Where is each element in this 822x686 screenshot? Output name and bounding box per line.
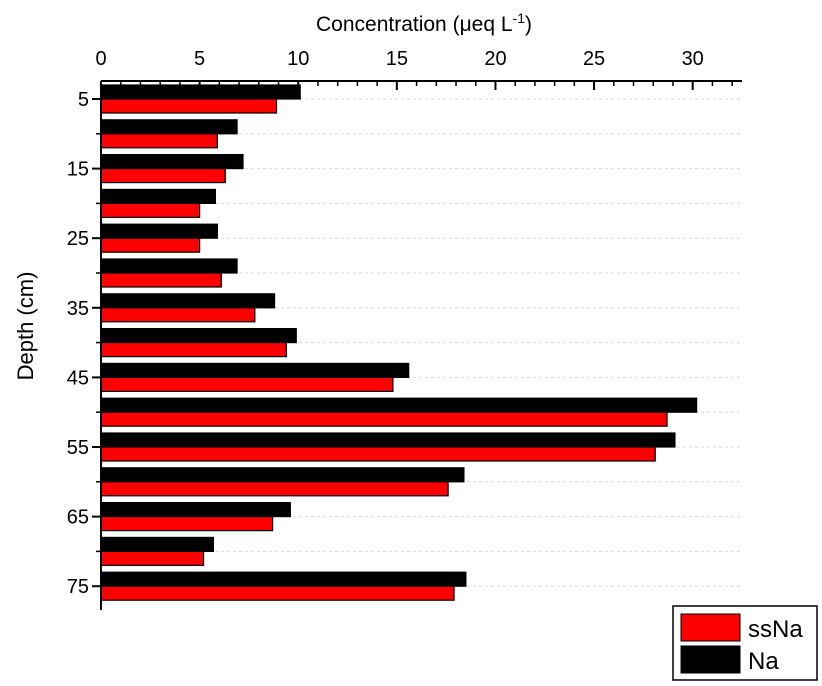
x-tick-label-0: 0 xyxy=(95,48,106,70)
legend: ssNa Na xyxy=(672,605,818,681)
bar-ssNa-20 xyxy=(100,202,201,218)
bar-ssNa-65 xyxy=(100,515,274,532)
bar-Na-45 xyxy=(100,362,410,378)
x-tick-label-5: 5 xyxy=(194,48,205,70)
bar-ssNa-5 xyxy=(100,98,278,114)
bar-ssNa-60 xyxy=(100,481,449,497)
bar-Na-50 xyxy=(100,397,698,413)
bar-Na-70 xyxy=(100,536,215,553)
y-tick-label-65: 65 xyxy=(67,507,89,529)
x-tick-label-30: 30 xyxy=(682,48,704,70)
bar-Na-15 xyxy=(100,154,244,170)
bar-ssNa-50 xyxy=(100,411,668,427)
bar-Na-75 xyxy=(100,571,467,587)
bar-Na-10 xyxy=(100,119,238,135)
x-axis-title-unit: eq L xyxy=(472,13,513,36)
bar-ssNa-25 xyxy=(100,237,201,253)
x-tick-label-15: 15 xyxy=(386,48,408,70)
bar-ssNa-75 xyxy=(100,585,455,601)
x-axis-title-text: Concentration ( xyxy=(316,13,460,36)
bar-Na-65 xyxy=(100,502,291,518)
bars xyxy=(100,84,698,601)
bar-ssNa-35 xyxy=(100,307,256,323)
legend-label-ssNa: ssNa xyxy=(748,616,803,643)
x-axis-title-mu: μ xyxy=(460,13,472,36)
bar-ssNa-40 xyxy=(100,342,287,358)
bar-Na-30 xyxy=(100,258,238,274)
bar-Na-55 xyxy=(100,432,676,448)
bar-ssNa-15 xyxy=(100,168,226,184)
legend-label-Na: Na xyxy=(748,648,779,675)
x-tick-label-25: 25 xyxy=(583,48,605,70)
y-axis-title: Depth (cm) xyxy=(13,272,38,381)
bar-ssNa-45 xyxy=(100,376,394,392)
y-tick-label-45: 45 xyxy=(67,367,89,389)
bar-ssNa-30 xyxy=(100,272,222,288)
x-tick-label-20: 20 xyxy=(484,48,506,70)
x-axis-title-end: ) xyxy=(525,13,532,36)
bar-Na-25 xyxy=(100,223,218,239)
x-tick-label-10: 10 xyxy=(287,48,309,70)
bar-Na-60 xyxy=(100,467,465,483)
bar-Na-40 xyxy=(100,328,297,344)
y-tick-label-25: 25 xyxy=(67,228,89,250)
y-tick-label-5: 5 xyxy=(78,89,89,111)
bar-Na-35 xyxy=(100,293,276,309)
x-axis-title: Concentration (μeq L-1) xyxy=(316,10,532,36)
legend-swatch-Na xyxy=(680,645,741,674)
bar-ssNa-10 xyxy=(100,133,218,149)
legend-swatch-ssNa xyxy=(680,613,741,642)
y-tick-label-55: 55 xyxy=(67,437,89,459)
bar-ssNa-55 xyxy=(100,446,656,462)
x-axis-title-exponent: -1 xyxy=(513,10,526,26)
bar-ssNa-70 xyxy=(100,550,205,567)
y-tick-label-35: 35 xyxy=(67,298,89,320)
y-tick-label-75: 75 xyxy=(67,576,89,598)
bar-Na-20 xyxy=(100,188,216,204)
y-tick-label-15: 15 xyxy=(67,159,89,181)
